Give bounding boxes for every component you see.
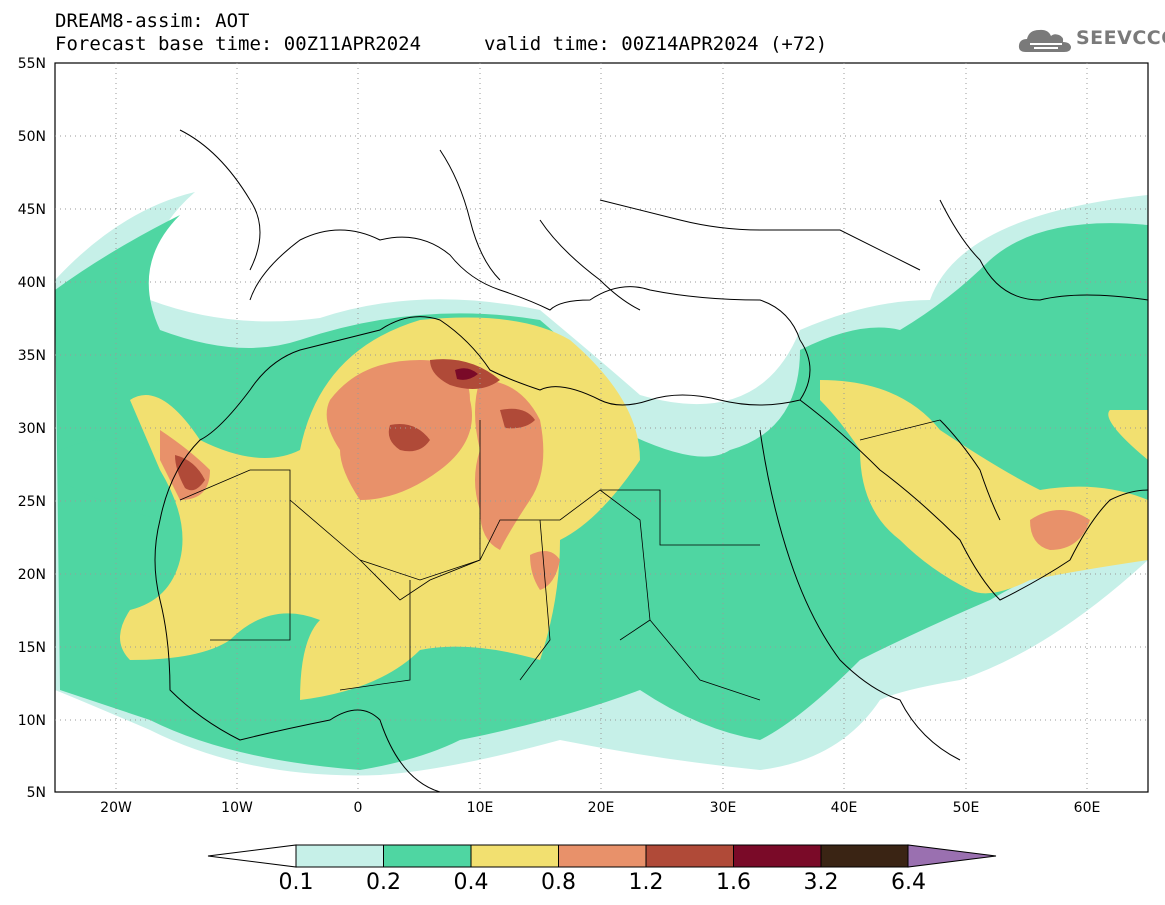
lat-label: 20N <box>17 567 46 583</box>
title-valid-time: valid time: 00Z14APR2024 (+72) <box>484 33 828 55</box>
lon-label: 30E <box>709 800 737 816</box>
colorbar-label: 0.8 <box>541 870 576 895</box>
colorbar-box <box>645 844 734 868</box>
lat-label: 10N <box>17 713 46 729</box>
seevccc-logo: SEEVCCC <box>1018 24 1165 56</box>
lat-label: 50N <box>17 129 46 145</box>
lat-label: 40N <box>17 275 46 291</box>
colorbar-high-arrow <box>907 844 997 868</box>
colorbar-box <box>820 844 909 868</box>
lat-label: 55N <box>17 56 46 72</box>
lat-label: 45N <box>17 202 46 218</box>
lon-label: 20E <box>587 800 615 816</box>
lat-label: 15N <box>17 640 46 656</box>
colorbar-label: 3.2 <box>803 870 839 895</box>
coastlines <box>154 129 1148 792</box>
colorbar-label: 0.4 <box>453 870 489 895</box>
lat-label: 35N <box>17 348 46 364</box>
lat-label: 25N <box>17 494 46 510</box>
cloud-icon <box>1018 29 1071 52</box>
logo-text: SEEVCCC <box>1076 27 1165 49</box>
colorbar-box <box>470 844 559 868</box>
colorbar-box <box>558 844 647 868</box>
colorbar-label: 0.1 <box>278 870 314 895</box>
lon-label: 60E <box>1073 800 1101 816</box>
colorbar-box <box>733 844 822 868</box>
colorbar-box <box>383 844 472 868</box>
lon-label: 10W <box>221 800 253 816</box>
lon-label: 20W <box>100 800 132 816</box>
title-model: DREAM8-assim: AOT <box>55 10 250 32</box>
lon-label: 0 <box>353 800 363 816</box>
colorbar-label: 1.2 <box>628 870 664 895</box>
lat-label: 30N <box>17 421 46 437</box>
colorbar-box <box>295 844 384 868</box>
aot-contour-1-6 <box>455 368 478 380</box>
colorbar-label: 1.6 <box>716 870 751 895</box>
lat-label: 5N <box>26 785 46 801</box>
colorbar-label: 0.2 <box>366 870 401 895</box>
colorbar-label: 6.4 <box>891 870 926 895</box>
borders <box>179 419 941 701</box>
colorbar-boxes <box>295 844 909 868</box>
lon-label: 10E <box>466 800 494 816</box>
lon-label: 50E <box>952 800 980 816</box>
lon-label: 40E <box>830 800 858 816</box>
colorbar-low-arrow <box>207 844 297 868</box>
graticule <box>55 63 1148 792</box>
title-base-time: Forecast base time: 00Z11APR2024 <box>55 33 422 55</box>
